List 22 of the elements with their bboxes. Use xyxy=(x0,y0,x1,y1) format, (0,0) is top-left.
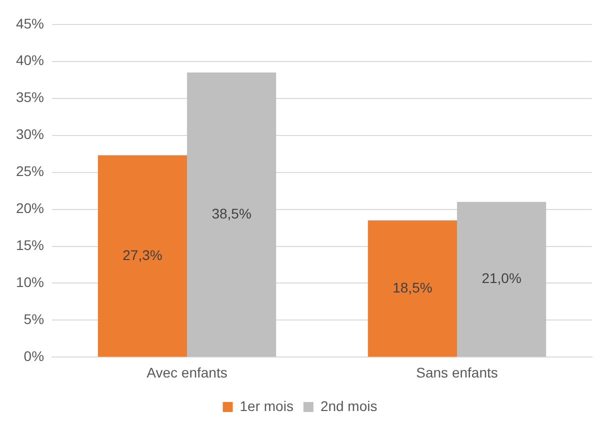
bar xyxy=(98,155,188,357)
data-label: 38,5% xyxy=(212,205,252,222)
y-tick-label: 25% xyxy=(16,163,44,180)
bar xyxy=(187,72,276,357)
y-tick-label: 15% xyxy=(16,237,44,254)
y-tick-label: 20% xyxy=(16,200,44,216)
legend-label: 1er mois xyxy=(240,398,294,414)
y-tick-label: 35% xyxy=(16,89,44,106)
y-tick-label: 0% xyxy=(24,348,44,364)
legend-label: 2nd mois xyxy=(320,398,378,414)
bar xyxy=(368,220,458,357)
y-tick-label: 5% xyxy=(24,311,44,328)
y-tick-label: 40% xyxy=(16,52,44,68)
y-tick-label: 30% xyxy=(16,126,44,142)
bar xyxy=(457,202,546,357)
data-label: 18,5% xyxy=(392,279,432,296)
data-label: 27,3% xyxy=(122,246,162,263)
x-tick-label: Sans enfants xyxy=(416,364,498,380)
x-tick-label: Avec enfants xyxy=(146,364,228,380)
y-tick-label: 10% xyxy=(16,274,44,290)
y-tick-label: 45% xyxy=(16,15,44,32)
data-label: 21,0% xyxy=(482,270,522,286)
